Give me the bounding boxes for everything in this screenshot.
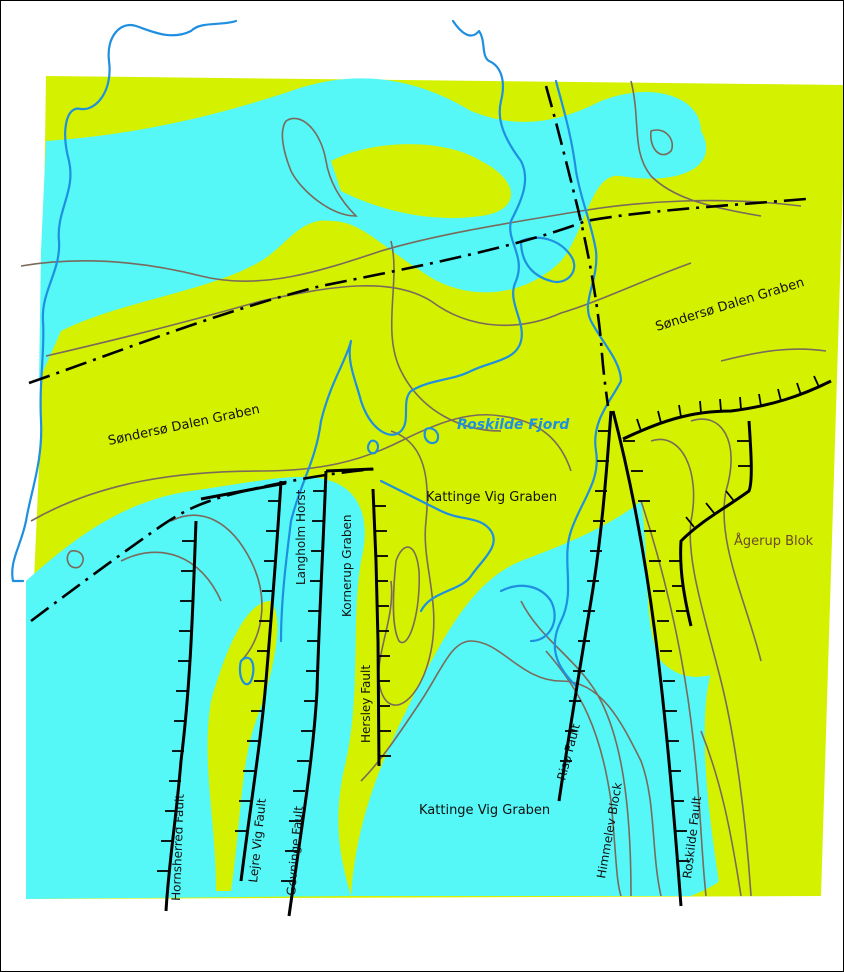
faults xyxy=(157,375,832,917)
lineament-south xyxy=(30,467,377,623)
coastline-peninsula xyxy=(499,584,556,643)
north-boundary-ticks xyxy=(636,375,820,432)
low-zone-north xyxy=(39,78,707,382)
north-boundary-fault xyxy=(622,379,832,441)
hersley-fault xyxy=(371,488,381,767)
lejre-vig-ticks xyxy=(235,500,280,832)
coastline-islands xyxy=(519,236,576,284)
agerup-boundary-ticks xyxy=(669,440,750,612)
label-langholm-horst: Langholm Horst xyxy=(294,489,308,585)
coastlines xyxy=(11,19,623,688)
riso-fault xyxy=(557,410,613,802)
label-kattinge-vig-south: Kattinge Vig Graben xyxy=(419,803,550,818)
lineament-vertical xyxy=(544,85,610,407)
hornsherred-ticks xyxy=(157,540,194,872)
low-zones xyxy=(26,78,784,899)
lake-1 xyxy=(423,427,440,445)
kornerup-boundary xyxy=(200,467,374,501)
lake-3 xyxy=(366,439,380,455)
riso-ticks xyxy=(560,430,610,762)
low-zone-south-west xyxy=(26,476,365,899)
low-zone-north-inner-yellow xyxy=(331,144,511,219)
coastline-inner xyxy=(379,479,495,613)
label-kattinge-vig-north: Kattinge Vig Graben xyxy=(426,490,557,505)
hornsherred-fault xyxy=(164,520,198,912)
lineament-main xyxy=(28,197,807,385)
hersley-ticks xyxy=(374,505,391,757)
label-kornerup-graben: Kornerup Graben xyxy=(340,515,354,618)
low-zone-south-central xyxy=(351,501,771,896)
gevninge-ticks xyxy=(281,490,325,882)
gevninge-fault xyxy=(287,470,328,917)
roskilde-fault xyxy=(611,410,683,907)
yellow-band-inside-west xyxy=(207,601,278,891)
roskilde-ticks xyxy=(623,440,689,862)
coastline-fjord xyxy=(553,79,623,688)
lineaments xyxy=(28,85,807,623)
yellow-strip-east xyxy=(704,629,784,896)
lake-2 xyxy=(238,656,255,686)
label-agerup-blok: Ågerup Blok xyxy=(734,533,814,549)
yellow-block-central xyxy=(381,467,581,631)
label-roskilde-fjord: Roskilde Fjord xyxy=(457,417,570,433)
label-hersley-fault: Hersley Fault xyxy=(359,665,373,743)
label-hornsherred-fault: Hornsherred Fault xyxy=(169,793,187,901)
coastline-west xyxy=(11,19,238,583)
coastline-central xyxy=(279,19,527,643)
